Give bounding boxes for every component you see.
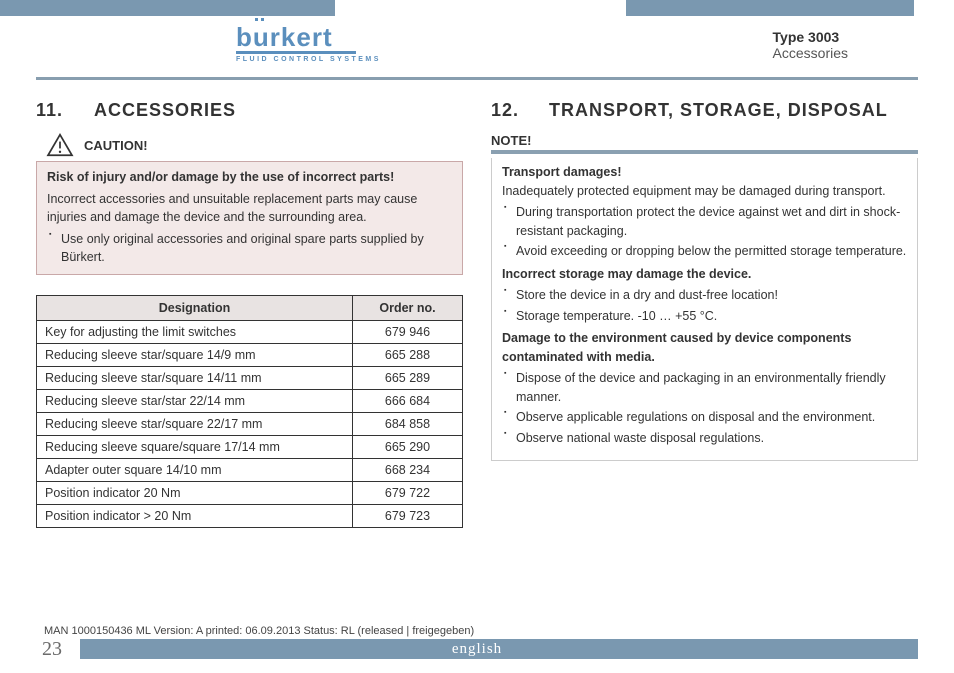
cell-designation: Reducing sleeve star/square 14/9 mm bbox=[37, 344, 353, 367]
type-line: Type 3003 bbox=[773, 29, 848, 45]
top-bars bbox=[0, 0, 954, 16]
note-bullet: Observe applicable regulations on dispos… bbox=[502, 408, 907, 427]
note-p1: Inadequately protected equipment may be … bbox=[502, 182, 907, 201]
note-bullet: During transportation protect the device… bbox=[502, 203, 907, 241]
footer: MAN 1000150436 ML Version: A printed: 06… bbox=[36, 625, 918, 659]
note-label: NOTE! bbox=[491, 133, 918, 148]
table-row: Reducing sleeve star/square 22/17 mm684 … bbox=[37, 413, 463, 436]
section-12-num: 12. bbox=[491, 100, 549, 121]
cell-orderno: 665 288 bbox=[353, 344, 463, 367]
left-column: 11. ACCESSORIES CAUTION! Risk of injury … bbox=[36, 100, 463, 528]
cell-orderno: 668 234 bbox=[353, 459, 463, 482]
caution-label: CAUTION! bbox=[84, 138, 148, 153]
note-bullet: Dispose of the device and packaging in a… bbox=[502, 369, 907, 407]
cell-orderno: 666 684 bbox=[353, 390, 463, 413]
table-row: Reducing sleeve star/star 22/14 mm666 68… bbox=[37, 390, 463, 413]
cell-designation: Reducing sleeve star/square 14/11 mm bbox=[37, 367, 353, 390]
section-12-heading: 12. TRANSPORT, STORAGE, DISPOSAL bbox=[491, 100, 918, 121]
section-11-num: 11. bbox=[36, 100, 94, 121]
section-11-heading: 11. ACCESSORIES bbox=[36, 100, 463, 121]
th-designation: Designation bbox=[37, 296, 353, 321]
logo: burkert FLUID CONTROL SYSTEMS bbox=[236, 26, 381, 63]
table-row: Reducing sleeve star/square 14/11 mm665 … bbox=[37, 367, 463, 390]
cell-designation: Adapter outer square 14/10 mm bbox=[37, 459, 353, 482]
table-row: Adapter outer square 14/10 mm668 234 bbox=[37, 459, 463, 482]
note-bullet: Storage temperature. -10 … +55 °C. bbox=[502, 307, 907, 326]
cell-designation: Reducing sleeve star/square 22/17 mm bbox=[37, 413, 353, 436]
top-bar-right bbox=[626, 0, 914, 16]
language-label: english bbox=[452, 641, 502, 658]
caution-row: CAUTION! bbox=[36, 133, 463, 157]
cell-orderno: 665 290 bbox=[353, 436, 463, 459]
risk-paragraph: Incorrect accessories and unsuitable rep… bbox=[47, 190, 452, 226]
table-row: Reducing sleeve star/square 14/9 mm665 2… bbox=[37, 344, 463, 367]
cell-designation: Key for adjusting the limit switches bbox=[37, 321, 353, 344]
top-bar-left bbox=[0, 0, 335, 16]
note-box: Transport damages! Inadequately protecte… bbox=[491, 158, 918, 461]
caution-box: Risk of injury and/or damage by the use … bbox=[36, 161, 463, 275]
section-11-title: ACCESSORIES bbox=[94, 100, 463, 121]
note-p2-bold: Incorrect storage may damage the device. bbox=[502, 265, 907, 284]
accessories-table: Designation Order no. Key for adjusting … bbox=[36, 295, 463, 528]
note-rule bbox=[491, 150, 918, 154]
table-row: Key for adjusting the limit switches679 … bbox=[37, 321, 463, 344]
cell-orderno: 679 722 bbox=[353, 482, 463, 505]
note-bullet: Observe national waste disposal regulati… bbox=[502, 429, 907, 448]
table-row: Reducing sleeve square/square 17/14 mm66… bbox=[37, 436, 463, 459]
note-bullet: Store the device in a dry and dust-free … bbox=[502, 286, 907, 305]
cell-designation: Reducing sleeve square/square 17/14 mm bbox=[37, 436, 353, 459]
note-bullet: Avoid exceeding or dropping below the pe… bbox=[502, 242, 907, 261]
logo-text: burkert bbox=[236, 26, 381, 49]
risk-headline: Risk of injury and/or damage by the use … bbox=[47, 168, 452, 186]
header: burkert FLUID CONTROL SYSTEMS Type 3003 … bbox=[36, 16, 918, 80]
cell-orderno: 665 289 bbox=[353, 367, 463, 390]
section-12-title: TRANSPORT, STORAGE, DISPOSAL bbox=[549, 100, 918, 121]
note-p1-bold: Transport damages! bbox=[502, 163, 907, 182]
footer-bar: 23 english bbox=[36, 639, 918, 659]
risk-bullet: Use only original accessories and origin… bbox=[47, 230, 452, 266]
cell-designation: Reducing sleeve star/star 22/14 mm bbox=[37, 390, 353, 413]
cell-designation: Position indicator 20 Nm bbox=[37, 482, 353, 505]
cell-orderno: 679 946 bbox=[353, 321, 463, 344]
accessories-line: Accessories bbox=[773, 45, 848, 61]
cell-orderno: 679 723 bbox=[353, 505, 463, 528]
header-right: Type 3003 Accessories bbox=[773, 29, 848, 61]
cell-designation: Position indicator > 20 Nm bbox=[37, 505, 353, 528]
table-row: Position indicator 20 Nm679 722 bbox=[37, 482, 463, 505]
footer-meta: MAN 1000150436 ML Version: A printed: 06… bbox=[36, 625, 918, 637]
table-row: Position indicator > 20 Nm679 723 bbox=[37, 505, 463, 528]
logo-subtitle: FLUID CONTROL SYSTEMS bbox=[236, 56, 381, 63]
cell-orderno: 684 858 bbox=[353, 413, 463, 436]
warning-icon bbox=[46, 133, 74, 157]
th-orderno: Order no. bbox=[353, 296, 463, 321]
right-column: 12. TRANSPORT, STORAGE, DISPOSAL NOTE! T… bbox=[491, 100, 918, 528]
page-number: 23 bbox=[30, 635, 80, 663]
note-p3-bold: Damage to the environment caused by devi… bbox=[502, 329, 907, 367]
